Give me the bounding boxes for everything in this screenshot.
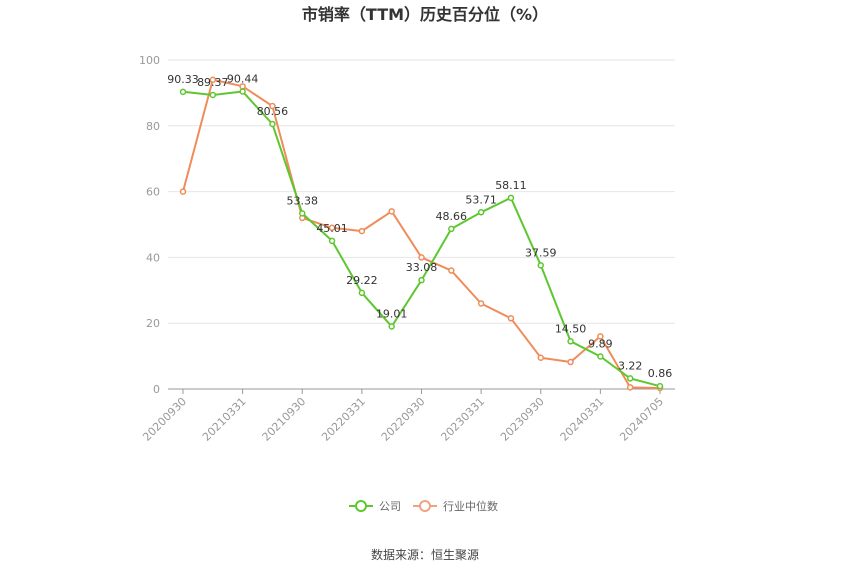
data-label: 58.11	[495, 179, 527, 192]
data-point-1	[537, 354, 544, 361]
data-point-0	[269, 120, 276, 128]
legend-item-industry[interactable]: 行业中位数	[413, 499, 498, 513]
legend-company-label: 公司	[379, 500, 401, 513]
data-point-0	[448, 225, 455, 233]
y-tick-label: 40	[146, 251, 160, 264]
data-label: 90.44	[227, 72, 259, 85]
x-axis: 20200930 20210331 20210930 20220331 20220930…	[140, 388, 675, 444]
x-tick-label: 20220930	[379, 395, 428, 444]
legend-company-marker-icon	[355, 500, 367, 512]
data-label: 80.56	[257, 105, 289, 118]
y-tick-label: 80	[146, 120, 160, 133]
y-tick-label: 0	[153, 383, 160, 396]
data-point-0	[299, 210, 306, 217]
data-label: 53.38	[287, 194, 319, 207]
data-label: 89.37	[197, 76, 229, 89]
data-point-1	[328, 224, 336, 232]
data-point-1	[567, 358, 574, 366]
x-tick-label: 20210331	[200, 395, 249, 444]
legend[interactable]: 公司 行业中位数	[349, 499, 498, 513]
data-point-1	[209, 76, 217, 83]
data-point-1	[358, 227, 366, 235]
data-point-1	[269, 102, 276, 110]
data-point-0	[388, 323, 395, 330]
data-point-1	[626, 384, 634, 391]
data-point-0	[179, 88, 187, 96]
data-point-1	[448, 267, 455, 274]
x-tick-label: 20210930	[260, 395, 309, 444]
data-point-0	[567, 338, 574, 345]
data-label: 90.33	[167, 73, 199, 86]
data-point-1	[418, 254, 425, 261]
x-tick-label: 20230930	[498, 395, 547, 444]
x-tick-label: 20200930	[140, 395, 189, 444]
data-label: 45.01	[316, 222, 348, 235]
data-label: 29.22	[346, 274, 378, 287]
data-point-0	[358, 289, 366, 297]
legend-industry-label: 行业中位数	[443, 499, 498, 513]
x-tick-label: 20240705	[617, 395, 666, 444]
data-label: 48.66	[436, 210, 468, 223]
data-label: 3.22	[618, 359, 643, 372]
x-tick-label: 20240331	[558, 395, 607, 444]
legend-item-company[interactable]: 公司	[349, 500, 401, 513]
data-label: 19.01	[376, 307, 408, 320]
data-point-1	[507, 315, 515, 322]
data-point-0	[328, 237, 336, 245]
data-point-0	[477, 209, 485, 216]
data-point-0	[418, 276, 425, 284]
series-layer	[179, 76, 664, 392]
data-label: 9.89	[588, 337, 613, 350]
data-label: 14.50	[555, 322, 587, 335]
data-label: 0.86	[648, 367, 673, 380]
data-point-1	[477, 300, 485, 307]
data-point-0	[209, 91, 217, 99]
data-point-1	[179, 188, 187, 195]
data-point-0	[507, 194, 515, 202]
data-point-1	[388, 208, 395, 215]
y-axis: 0 20 40 60 80 100	[139, 54, 160, 396]
grid-lines	[168, 59, 675, 324]
y-tick-label: 20	[146, 317, 160, 330]
chart-title: 市销率（TTM）历史百分位（%）	[302, 5, 548, 24]
data-point-0	[597, 353, 604, 360]
data-point-0	[626, 375, 634, 382]
x-tick-label: 20220331	[319, 395, 368, 444]
data-point-0	[239, 88, 246, 95]
data-point-0	[537, 262, 544, 269]
legend-industry-marker-icon	[419, 500, 431, 512]
y-tick-label: 60	[146, 186, 160, 199]
data-label: 37.59	[525, 246, 557, 259]
data-label: 53.71	[465, 193, 497, 206]
data-point-1	[597, 333, 604, 340]
data-label: 33.08	[406, 261, 438, 274]
source-note: 数据来源：恒生聚源	[371, 547, 479, 562]
y-tick-label: 100	[139, 54, 160, 67]
x-tick-label: 20230331	[438, 395, 487, 444]
data-point-0	[656, 382, 664, 390]
